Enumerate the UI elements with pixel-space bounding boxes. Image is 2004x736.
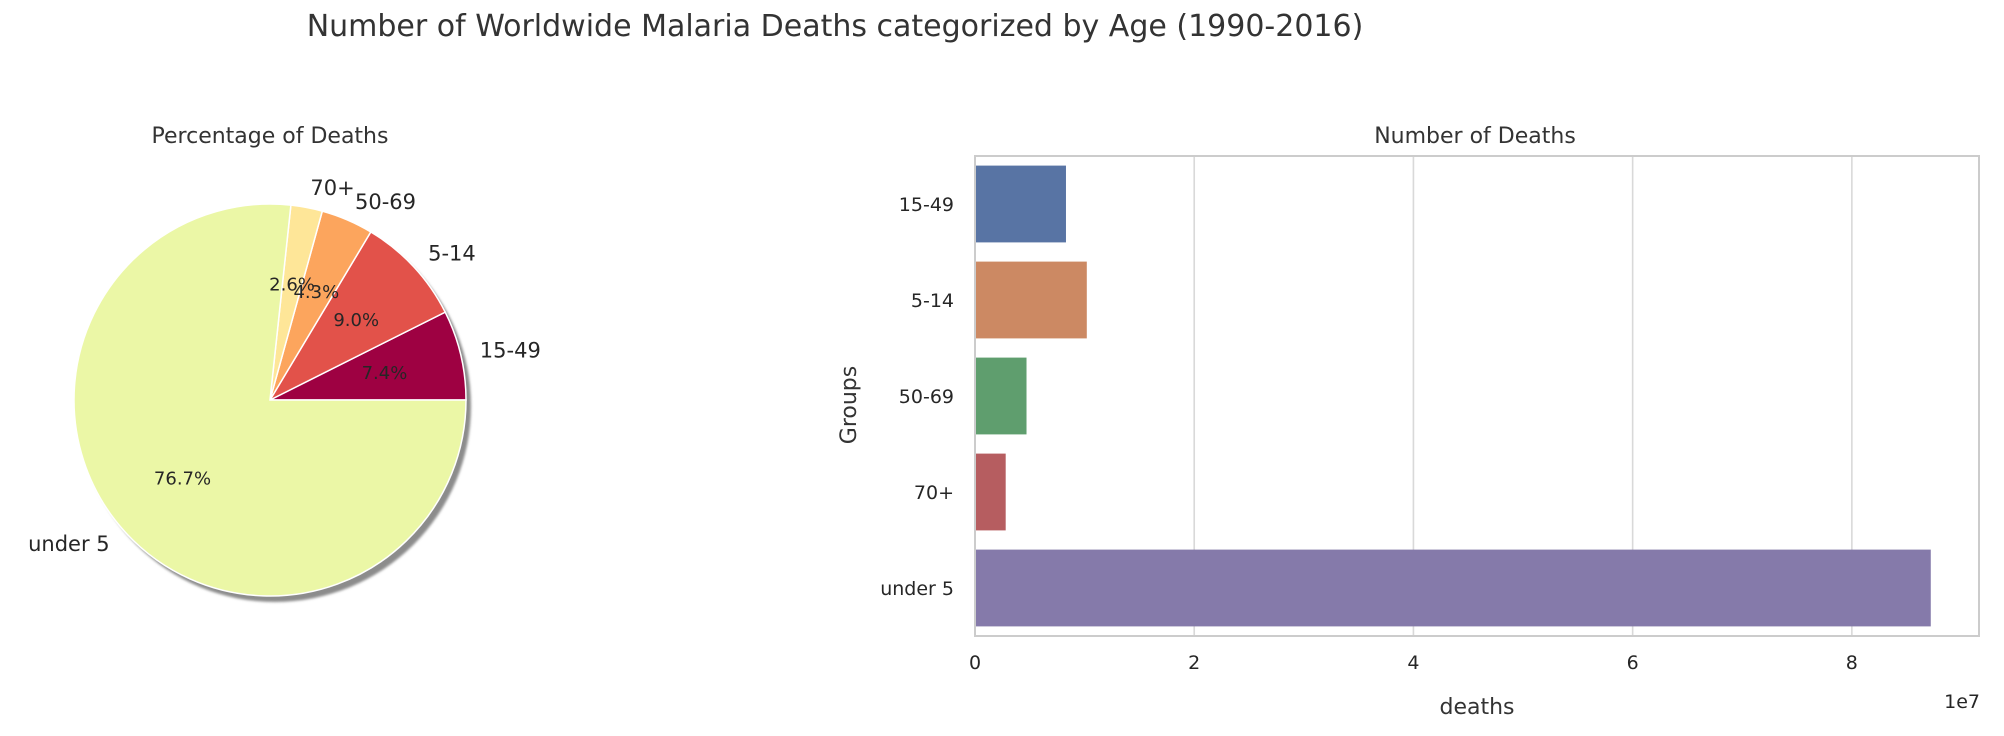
bar-70+ <box>975 453 1006 531</box>
bar-chart-title: Number of Deaths <box>1374 124 1576 149</box>
pie-percent-label: 2.6% <box>269 274 315 295</box>
x-tick-label: 4 <box>1407 652 1419 674</box>
pie-category-label: 50-69 <box>355 190 416 214</box>
y-tick-label: 15-49 <box>899 194 954 216</box>
y-tick-label: 50-69 <box>899 386 954 408</box>
figure-title: Number of Worldwide Malaria Deaths categ… <box>307 9 1364 44</box>
x-axis-offset-label: 1e7 <box>1944 691 1980 713</box>
pie-chart: Percentage of Deaths 15-49 7.4% 5-14 9.0% 50… <box>28 124 541 602</box>
pie-category-label: under 5 <box>28 532 110 556</box>
bar-50-69 <box>975 357 1027 435</box>
pie-percent-label: 9.0% <box>333 310 379 331</box>
bar-under-5 <box>975 549 1931 627</box>
pie-percent-label: 76.7% <box>154 469 211 490</box>
plot-frame <box>974 155 1980 637</box>
y-tick-label: under 5 <box>880 578 954 600</box>
pie-category-label: 15-49 <box>480 338 541 362</box>
pie-percent-label: 7.4% <box>362 363 408 384</box>
pie-chart-title: Percentage of Deaths <box>152 124 389 149</box>
pie-category-label: 70+ <box>310 176 354 200</box>
x-tick-label: 2 <box>1188 652 1200 674</box>
pie-slice-under-5 <box>73 203 467 597</box>
x-tick-label: 8 <box>1846 652 1858 674</box>
y-axis-label: Groups <box>837 366 862 444</box>
bar-15-49 <box>975 165 1066 243</box>
x-tick-label: 0 <box>969 652 981 674</box>
pie-slice-5-14 <box>268 230 447 402</box>
bar-5-14 <box>975 261 1087 339</box>
y-tick-label: 5-14 <box>911 290 954 312</box>
bar-chart: Number of Deaths 15-49 5-14 50-69 70+ under … <box>837 124 1980 720</box>
pie-category-label: 5-14 <box>428 241 476 265</box>
x-tick-label: 6 <box>1627 652 1639 674</box>
pie-percent-label: 4.3% <box>293 282 339 303</box>
y-tick-label: 70+ <box>914 482 954 504</box>
x-axis-label: deaths <box>1439 695 1514 720</box>
